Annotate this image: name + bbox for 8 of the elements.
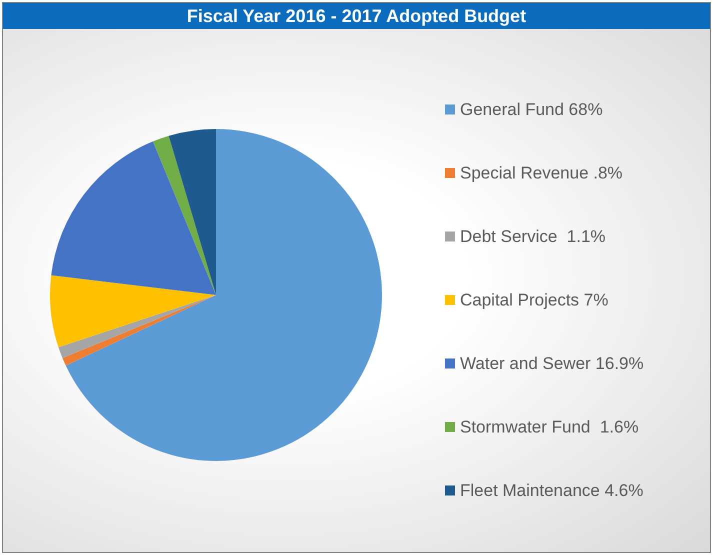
legend-label: Stormwater Fund 1.6%	[460, 418, 639, 436]
legend-label: Capital Projects 7%	[460, 290, 608, 310]
legend-label: General Fund 68%	[460, 100, 603, 119]
legend-label: Special Revenue .8%	[460, 164, 623, 182]
chart-title: Fiscal Year 2016 - 2017 Adopted Budget	[3, 3, 710, 29]
legend-label: Water and Sewer 16.9%	[460, 354, 644, 373]
legend-label: Debt Service 1.1%	[460, 227, 606, 246]
legend-label: Fleet Maintenance 4.6%	[460, 481, 644, 500]
